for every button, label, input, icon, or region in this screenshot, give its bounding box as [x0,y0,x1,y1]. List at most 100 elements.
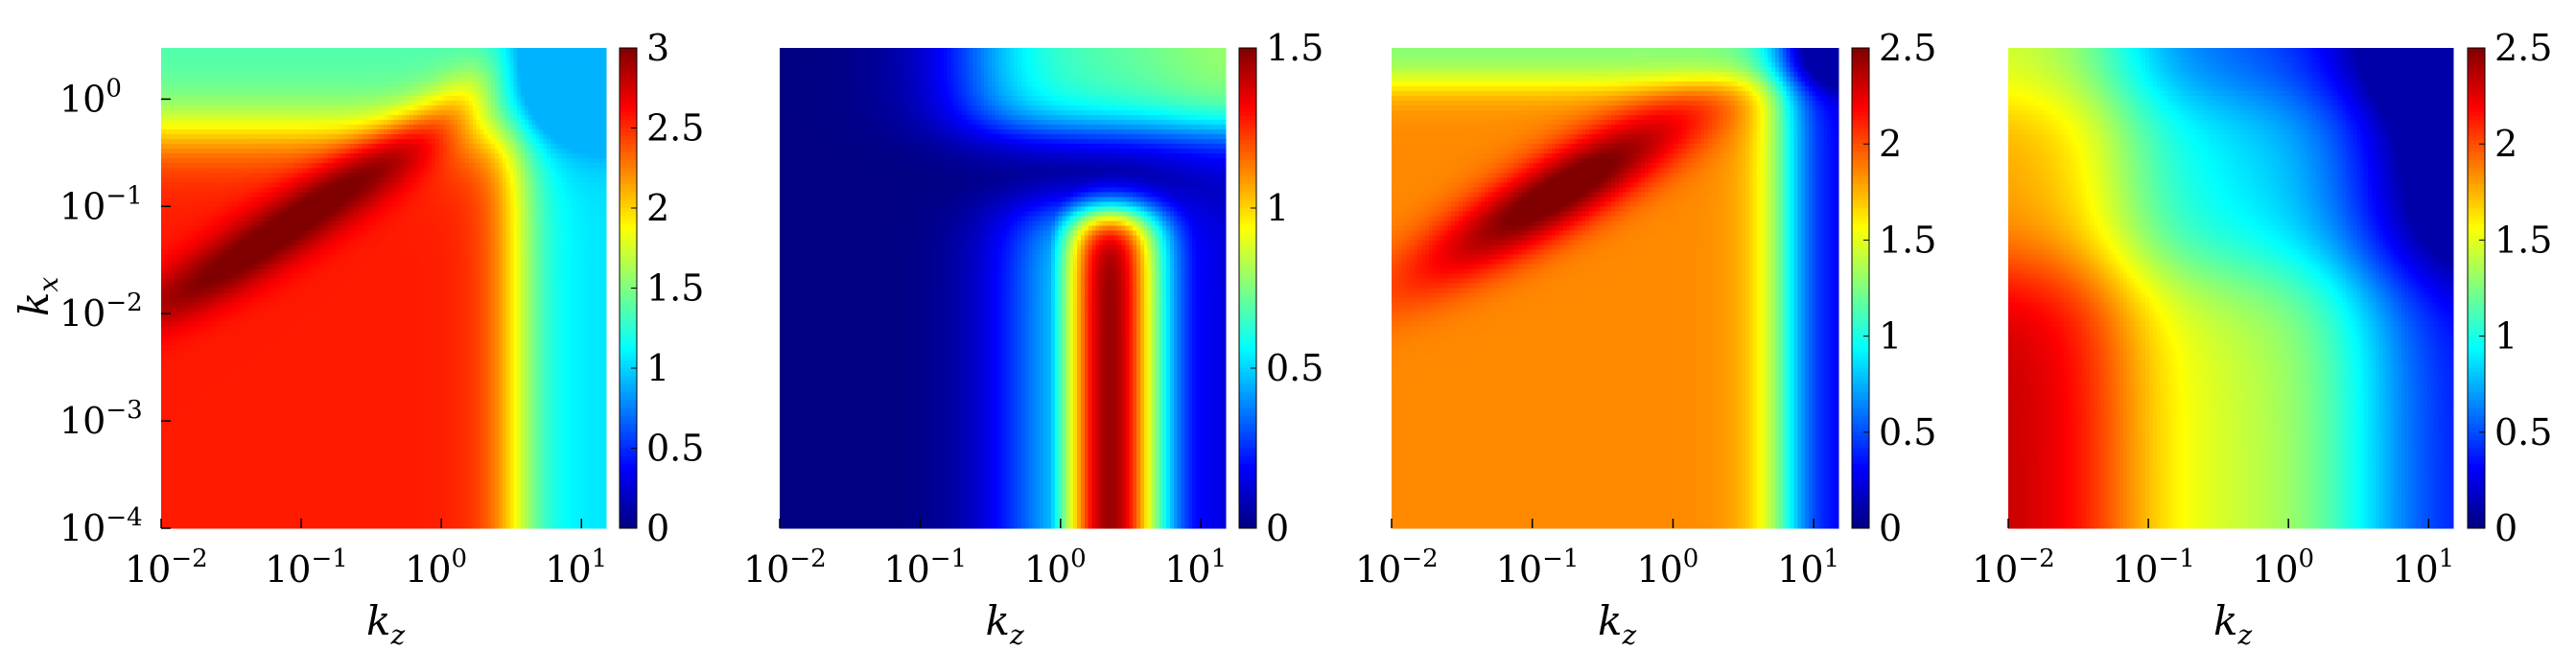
heatmap-cell [331,240,337,246]
heatmap-cell [309,216,315,221]
heatmap-cell [269,388,273,395]
heatmap-cell [164,316,170,323]
heatmap-cell [331,91,337,97]
heatmap-cell [249,326,255,333]
heatmap-cell [253,235,259,241]
heatmap-cell [316,479,321,486]
heatmap-cell [253,436,259,443]
heatmap-cell [331,225,337,231]
heatmap-cell [217,340,222,347]
heatmap-cell [176,393,180,400]
heatmap-cell [179,321,184,328]
heatmap-cell [324,393,329,400]
heatmap-cell [249,264,255,270]
heatmap-cell [164,125,170,130]
heatmap-cell [213,422,218,429]
heatmap-cell [313,197,317,202]
heatmap-cell [246,268,251,275]
heatmap-cell [305,307,311,313]
heatmap-cell [313,283,317,290]
heatmap-cell [205,254,210,261]
heatmap-cell [261,518,266,524]
heatmap-cell [342,451,347,457]
heatmap-cell [249,398,255,405]
heatmap-cell [287,240,292,246]
heatmap-cell [324,436,329,443]
heatmap-cell [172,494,177,500]
heatmap-cell [324,312,329,318]
heatmap-cell [168,345,174,352]
heatmap-cell [176,240,180,246]
heatmap-cell [201,451,206,457]
heatmap-cell [246,225,251,231]
heatmap-cell [223,427,229,433]
heatmap-cell [287,105,292,111]
heatmap-cell [253,360,259,366]
heatmap-cell [291,379,295,385]
heatmap-cell [235,201,240,207]
heatmap-cell [227,225,233,231]
heatmap-cell [205,129,210,135]
heatmap-cell [305,479,311,486]
heatmap-cell [172,379,177,385]
heatmap-cell [187,86,192,92]
heatmap-cell [198,431,203,438]
heatmap-cell [291,321,295,328]
heatmap-cell [172,62,177,68]
heatmap-cell [179,101,184,106]
heatmap-cell [205,383,210,390]
heatmap-cell [213,417,218,424]
heatmap-cell [253,508,259,515]
heatmap-cell [291,336,295,342]
heatmap-cell [239,350,244,357]
heatmap-cell [269,278,273,285]
heatmap-cell [176,139,180,145]
heatmap-cell [220,67,225,73]
heatmap-cell [201,283,206,290]
heatmap-cell [198,522,203,529]
heatmap-cell [164,307,170,313]
heatmap-cell [205,58,210,63]
heatmap-cell [253,67,259,73]
heatmap-cell [298,259,303,266]
heatmap-cell [183,139,188,145]
heatmap-cell [269,264,273,270]
heatmap-cell [227,249,233,256]
heatmap-cell [283,201,289,207]
heatmap-cell [313,407,317,414]
heatmap-cell [291,139,295,145]
heatmap-cell [291,134,295,140]
heatmap-cell [227,187,233,193]
heatmap-cell [253,513,259,520]
heatmap-cell [205,153,210,159]
heatmap-cell [272,379,277,385]
heatmap-cell [217,369,222,376]
heatmap-cell [261,494,266,500]
heatmap-cell [309,153,315,159]
heatmap-cell [235,326,240,333]
heatmap-cell [335,259,340,266]
heatmap-cell [275,297,281,304]
heatmap-cell [198,307,203,313]
heatmap-cell [179,230,184,236]
heatmap-cell [253,168,259,174]
heatmap-cell [249,125,255,130]
heatmap-cell [335,115,340,121]
heatmap-cell [331,484,337,491]
heatmap-cell [265,211,269,217]
heatmap-cell [257,388,262,395]
heatmap-cell [194,81,199,87]
heatmap-cell [313,173,317,178]
heatmap-cell [272,479,277,486]
heatmap-cell [265,326,269,333]
heatmap-cell [231,216,236,221]
heatmap-cell [161,350,166,357]
heatmap-cell [269,268,273,275]
heatmap-cell [205,369,210,376]
heatmap-cell [217,134,222,140]
heatmap-cell [313,513,317,520]
heatmap-cell [161,398,166,405]
heatmap-cell [194,475,199,481]
heatmap-cell [275,422,281,429]
heatmap-cell [168,53,174,58]
